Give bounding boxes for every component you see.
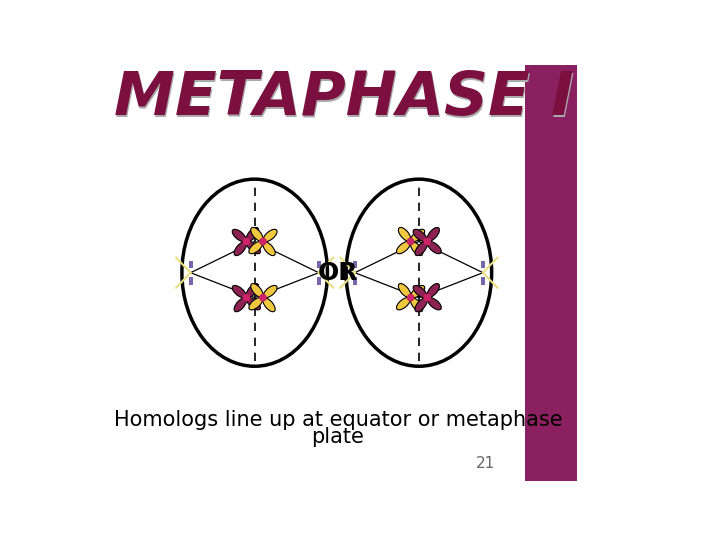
- Circle shape: [243, 294, 250, 301]
- Ellipse shape: [397, 298, 410, 310]
- Bar: [481, 277, 485, 285]
- Ellipse shape: [398, 227, 410, 241]
- Ellipse shape: [398, 284, 410, 297]
- Ellipse shape: [234, 242, 246, 255]
- Ellipse shape: [413, 286, 427, 298]
- Bar: [317, 261, 321, 268]
- Ellipse shape: [428, 241, 441, 254]
- Ellipse shape: [410, 298, 423, 312]
- Bar: [317, 277, 321, 285]
- Text: 21: 21: [476, 456, 495, 471]
- Ellipse shape: [427, 284, 439, 297]
- Ellipse shape: [415, 298, 427, 312]
- Ellipse shape: [233, 286, 246, 298]
- Circle shape: [408, 238, 414, 245]
- Circle shape: [243, 238, 250, 245]
- Circle shape: [408, 294, 414, 301]
- Ellipse shape: [397, 241, 410, 254]
- Ellipse shape: [251, 284, 263, 297]
- Ellipse shape: [428, 298, 441, 310]
- Ellipse shape: [246, 227, 258, 241]
- Ellipse shape: [249, 298, 263, 310]
- Bar: [189, 261, 193, 268]
- Text: OR: OR: [318, 261, 358, 285]
- Ellipse shape: [413, 230, 427, 241]
- Ellipse shape: [427, 227, 439, 241]
- Circle shape: [260, 238, 266, 245]
- Circle shape: [424, 294, 431, 301]
- Ellipse shape: [346, 179, 492, 366]
- Text: plate: plate: [311, 427, 364, 447]
- Bar: [189, 277, 193, 285]
- Ellipse shape: [251, 227, 263, 241]
- Text: METAPHASE I: METAPHASE I: [115, 71, 575, 130]
- Text: METAPHASE I: METAPHASE I: [114, 69, 574, 127]
- Ellipse shape: [247, 298, 261, 310]
- Ellipse shape: [411, 286, 425, 298]
- Bar: [353, 261, 357, 268]
- Ellipse shape: [247, 241, 261, 254]
- Ellipse shape: [410, 242, 423, 255]
- Text: Homologs line up at equator or metaphase: Homologs line up at equator or metaphase: [114, 410, 562, 430]
- Ellipse shape: [263, 242, 275, 255]
- Ellipse shape: [264, 230, 277, 241]
- Bar: [353, 277, 357, 285]
- Ellipse shape: [234, 298, 246, 312]
- Circle shape: [424, 238, 431, 245]
- Ellipse shape: [264, 286, 277, 298]
- Ellipse shape: [233, 230, 246, 241]
- Ellipse shape: [182, 179, 328, 366]
- Ellipse shape: [411, 230, 425, 241]
- Ellipse shape: [263, 298, 275, 312]
- Ellipse shape: [246, 284, 258, 297]
- FancyBboxPatch shape: [525, 65, 577, 481]
- Ellipse shape: [249, 241, 263, 254]
- Bar: [481, 261, 485, 268]
- Ellipse shape: [415, 242, 427, 255]
- Circle shape: [260, 294, 266, 301]
